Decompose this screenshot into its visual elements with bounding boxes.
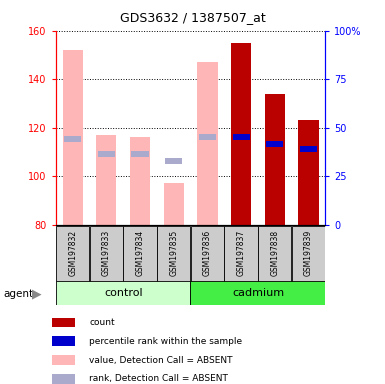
Text: GSM197838: GSM197838 — [270, 230, 279, 276]
Text: GSM197839: GSM197839 — [304, 230, 313, 276]
Bar — [130, 137, 150, 225]
Bar — [52, 318, 75, 328]
FancyBboxPatch shape — [90, 226, 123, 282]
Text: count: count — [89, 318, 115, 327]
FancyBboxPatch shape — [123, 226, 157, 282]
Bar — [199, 134, 216, 140]
FancyBboxPatch shape — [258, 226, 291, 282]
Text: rank, Detection Call = ABSENT: rank, Detection Call = ABSENT — [89, 374, 228, 383]
Bar — [298, 121, 318, 225]
Bar — [300, 146, 317, 152]
FancyBboxPatch shape — [224, 226, 258, 282]
Text: control: control — [104, 288, 142, 298]
FancyBboxPatch shape — [191, 281, 325, 305]
Bar — [265, 94, 285, 225]
Bar — [233, 134, 250, 140]
Text: GDS3632 / 1387507_at: GDS3632 / 1387507_at — [120, 11, 265, 24]
Text: percentile rank within the sample: percentile rank within the sample — [89, 337, 243, 346]
Bar — [96, 135, 116, 225]
Bar — [164, 184, 184, 225]
Bar — [52, 336, 75, 346]
Bar — [62, 50, 83, 225]
Bar — [64, 136, 81, 142]
Bar — [266, 141, 283, 147]
Bar — [131, 151, 149, 157]
Bar — [197, 62, 218, 225]
Text: GSM197836: GSM197836 — [203, 230, 212, 276]
Text: GSM197834: GSM197834 — [136, 230, 144, 276]
Text: GSM197835: GSM197835 — [169, 230, 178, 276]
FancyBboxPatch shape — [191, 226, 224, 282]
Bar — [52, 355, 75, 365]
Bar — [165, 158, 182, 164]
Text: GSM197832: GSM197832 — [68, 230, 77, 276]
Text: ▶: ▶ — [32, 288, 42, 301]
Text: GSM197833: GSM197833 — [102, 230, 111, 276]
Bar — [231, 43, 251, 225]
Bar — [98, 151, 115, 157]
Bar — [52, 374, 75, 384]
FancyBboxPatch shape — [56, 281, 191, 305]
Text: GSM197837: GSM197837 — [237, 230, 246, 276]
FancyBboxPatch shape — [56, 226, 89, 282]
Text: cadmium: cadmium — [232, 288, 284, 298]
Text: agent: agent — [4, 289, 34, 299]
Text: value, Detection Call = ABSENT: value, Detection Call = ABSENT — [89, 356, 233, 364]
FancyBboxPatch shape — [292, 226, 325, 282]
FancyBboxPatch shape — [157, 226, 191, 282]
